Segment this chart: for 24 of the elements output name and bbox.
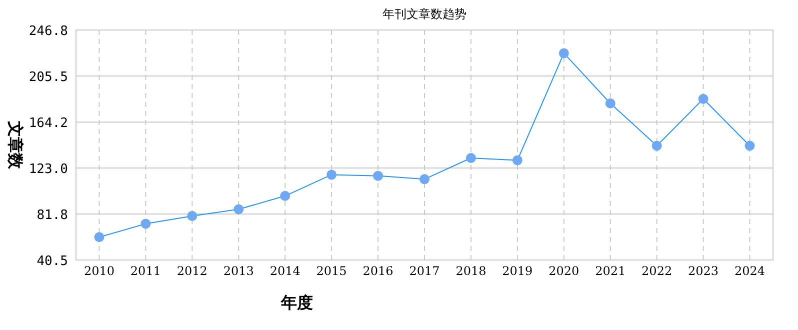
x-tick-label: 2023 [688,264,719,278]
x-tick-label: 2014 [270,264,301,278]
y-tick-label: 81.8 [36,208,68,223]
x-tick-label: 2016 [362,264,394,278]
y-tick-label: 123.0 [28,162,68,178]
y-tick-label: 164.2 [28,116,68,132]
x-tick-label: 2017 [409,264,440,278]
x-tick-label: 2010 [84,264,115,278]
y-tick-label: 246.8 [28,24,68,39]
y-tick-label: 205.5 [28,70,68,86]
x-tick-label: 2015 [316,264,347,278]
y-axis-title: 文章数 [6,120,25,170]
x-tick-label: 2020 [548,264,580,278]
x-axis-title: 年度 [280,293,313,312]
x-tick-label: 2013 [223,264,254,278]
x-tick-label: 2021 [595,264,626,278]
y-tick-label: 40.5 [36,254,68,269]
x-tick-label: 2011 [130,264,161,278]
chart-title: 年刊文章数趋势 [382,7,466,21]
x-tick-label: 2012 [176,264,208,278]
x-tick-label: 2019 [502,264,533,278]
x-tick-label: 2022 [642,264,672,278]
x-tick-label: 2018 [456,264,486,278]
x-tick-label: 2024 [734,264,766,278]
